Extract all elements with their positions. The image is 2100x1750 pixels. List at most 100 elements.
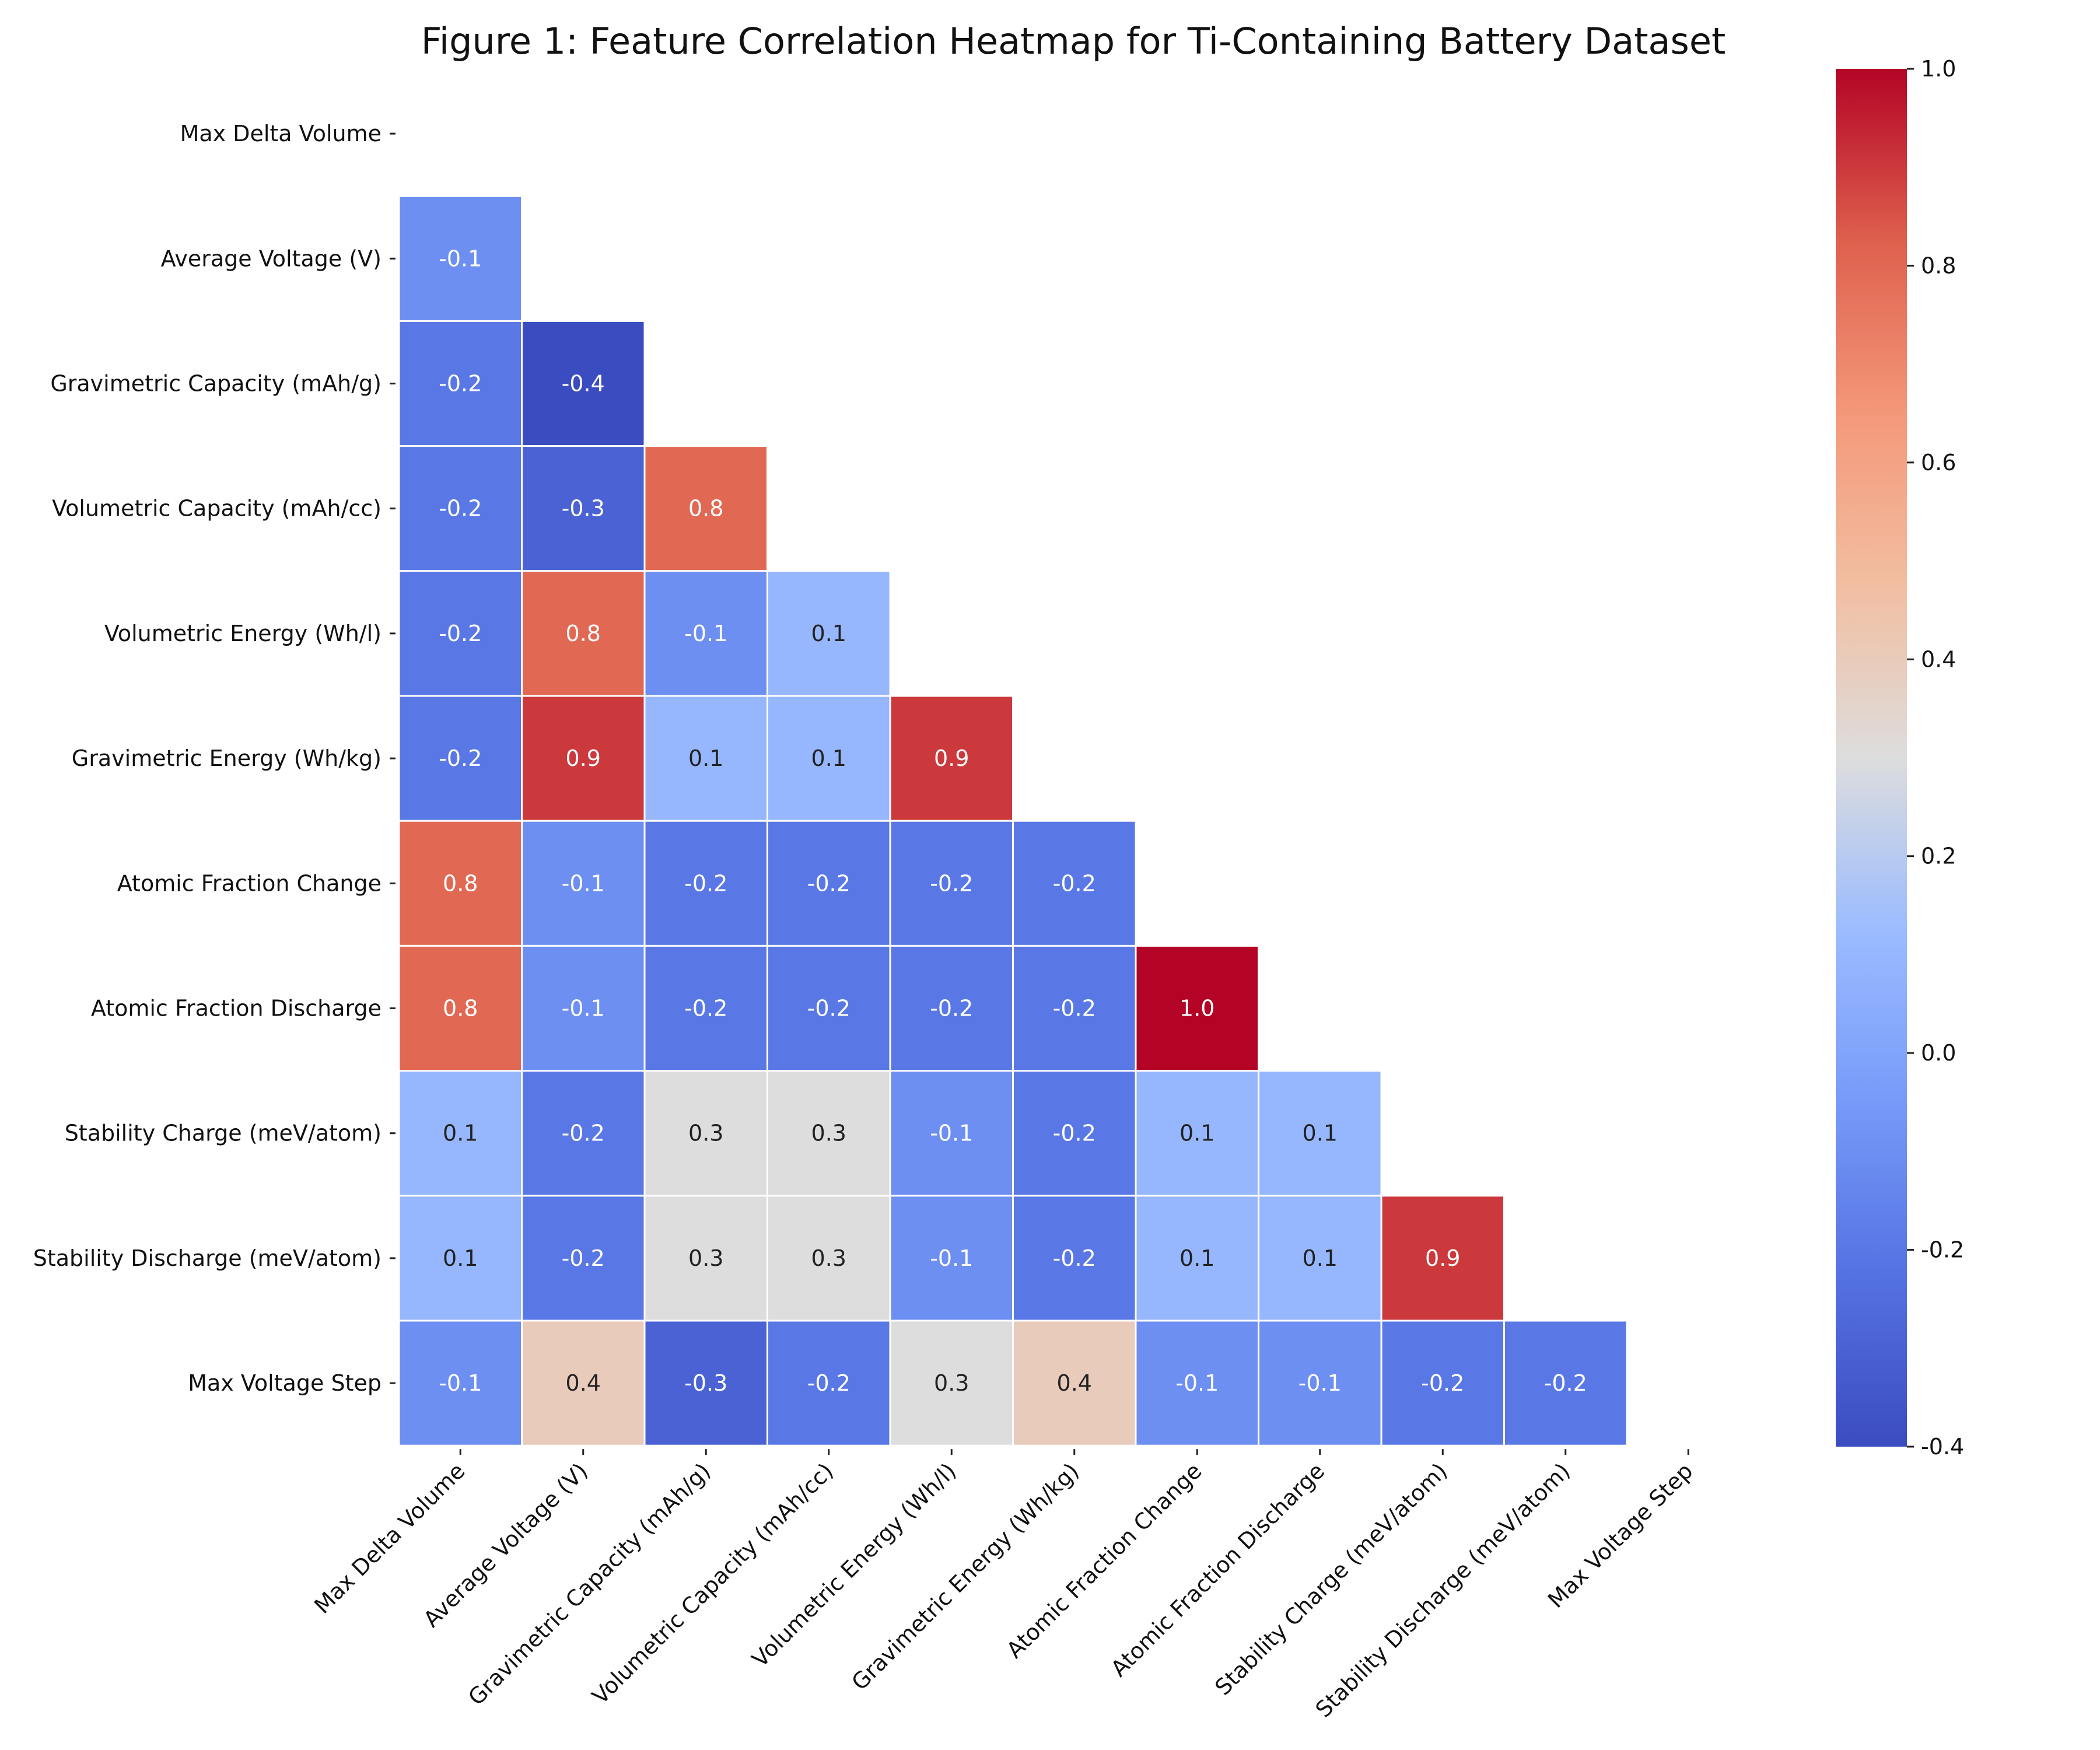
colorbar-tick-label: -0.2 (1921, 1237, 1964, 1263)
y-tick-label: Atomic Fraction Discharge (91, 996, 382, 1021)
heatmap-cell (521, 1320, 646, 1447)
cell-value-label: 0.3 (811, 1245, 846, 1271)
heatmap-cell (521, 570, 646, 697)
chart-title: Figure 1: Feature Correlation Heatmap fo… (421, 20, 1726, 62)
cell-value-label: -0.1 (1175, 1370, 1219, 1396)
heatmap-cell (766, 944, 891, 1072)
x-tick-label: Gravimetric Energy (Wh/kg) (846, 1458, 1084, 1695)
y-tick-label: Max Voltage Step (188, 1370, 382, 1396)
cell-value-label: -0.1 (684, 621, 727, 646)
cell-value-label: -0.2 (562, 1245, 605, 1271)
cell-value-label: -0.2 (807, 870, 850, 896)
heatmap-cell (521, 320, 646, 447)
heatmap-cell (1135, 1195, 1259, 1322)
cell-value-label: -0.1 (930, 1121, 973, 1146)
cell-value-label: 0.1 (443, 1245, 478, 1271)
y-tick-label: Average Voltage (V) (161, 246, 382, 271)
cell-value-label: -0.2 (1421, 1370, 1464, 1396)
cell-value-label: 0.9 (1425, 1245, 1460, 1271)
x-tick-label: Volumetric Energy (Wh/l) (747, 1458, 961, 1672)
cell-value-label: -0.1 (562, 870, 605, 896)
cell-value-label: -0.2 (1053, 870, 1096, 896)
heatmap-cell (521, 820, 646, 947)
heatmap-cell (398, 195, 523, 322)
heatmap-cell (889, 695, 1014, 822)
heatmap-cell (1380, 1195, 1505, 1322)
cell-value-label: -0.2 (439, 621, 482, 646)
heatmap-cell (1503, 1320, 1628, 1447)
y-tick-label: Max Delta Volume (180, 121, 382, 146)
cell-value-label: -0.2 (1053, 996, 1096, 1021)
heatmap-cell (766, 820, 891, 947)
y-tick-label: Gravimetric Energy (Wh/kg) (72, 746, 382, 771)
cell-value-label: 0.9 (934, 746, 969, 771)
cell-value-label: -0.1 (439, 1370, 482, 1396)
colorbar-tick-label: 1.0 (1921, 56, 1956, 82)
cell-value-label: 0.1 (1180, 1245, 1214, 1271)
cell-value-label: -0.2 (1544, 1370, 1587, 1396)
cell-value-label: -0.4 (562, 371, 605, 397)
cell-value-label: 0.8 (688, 496, 723, 522)
colorbar-gradient (1836, 69, 1907, 1447)
y-tick-label: Stability Charge (meV/atom) (65, 1121, 382, 1146)
heatmap-cell (398, 445, 523, 572)
heatmap-cell (1380, 1320, 1505, 1447)
heatmap-cell (766, 1320, 891, 1447)
cell-value-label: 0.4 (566, 1370, 601, 1396)
cell-value-label: -0.1 (439, 246, 482, 271)
heatmap-cell (398, 1320, 523, 1447)
cell-value-label: 0.8 (566, 621, 601, 646)
colorbar-tick-label: 0.0 (1921, 1040, 1956, 1066)
heatmap-cells: -0.1 -0.2 -0.4 -0.2 -0.3 0.8 -0.2 0.8 -0.1 0.1 -0.… (398, 195, 1628, 1447)
heatmap-cell (766, 570, 891, 697)
y-tick-label: Volumetric Capacity (mAh/cc) (52, 496, 382, 522)
y-tick-label: Volumetric Energy (Wh/l) (104, 621, 382, 646)
heatmap-cell (643, 445, 768, 572)
cell-value-label: -0.1 (930, 1245, 973, 1271)
cell-value-label: -0.2 (807, 996, 850, 1021)
cell-value-label: 0.1 (811, 746, 846, 771)
heatmap-cell (521, 944, 646, 1072)
cell-value-label: -0.2 (439, 371, 482, 397)
heatmap-cell (398, 820, 523, 947)
heatmap-cell (1258, 1070, 1382, 1197)
heatmap-cell (1012, 944, 1137, 1072)
cell-value-label: -0.2 (930, 870, 973, 896)
x-tick-label: Stability Discharge (meV/atom) (1311, 1458, 1575, 1722)
cell-value-label: 0.1 (1180, 1121, 1214, 1146)
cell-value-label: -0.1 (1298, 1370, 1342, 1396)
colorbar-tick-label: 0.8 (1921, 253, 1956, 278)
cell-value-label: -0.2 (562, 1121, 605, 1146)
cell-value-label: 0.3 (811, 1121, 846, 1146)
colorbar-tick-label: 0.4 (1921, 646, 1956, 672)
cell-value-label: -0.3 (684, 1370, 727, 1396)
cell-value-label: 0.3 (688, 1121, 723, 1146)
heatmap-cell (1258, 1320, 1382, 1447)
cell-value-label: -0.3 (562, 496, 605, 522)
heatmap-cell (398, 944, 523, 1072)
heatmap-cell (398, 1195, 523, 1322)
heatmap-cell (766, 1195, 891, 1322)
heatmap-cell (643, 1320, 768, 1447)
cell-value-label: -0.2 (684, 996, 727, 1021)
heatmap-cell (1135, 944, 1259, 1072)
heatmap-cell (889, 1320, 1014, 1447)
heatmap-cell (398, 320, 523, 447)
cell-value-label: 0.1 (443, 1121, 478, 1146)
cell-value-label: -0.2 (684, 870, 727, 896)
cell-value-label: 0.8 (443, 870, 478, 896)
cell-value-label: 0.4 (1057, 1370, 1092, 1396)
x-tick-label: Atomic Fraction Change (1002, 1458, 1207, 1663)
cell-value-label: -0.2 (439, 746, 482, 771)
cell-value-label: 0.1 (811, 621, 846, 646)
y-tick-label: Stability Discharge (meV/atom) (33, 1245, 382, 1271)
x-tick-label: Gravimetric Capacity (mAh/g) (463, 1458, 716, 1710)
cell-value-label: 0.8 (443, 996, 478, 1021)
cell-value-label: 0.3 (688, 1245, 723, 1271)
heatmap-cell (1012, 1195, 1137, 1322)
cell-value-label: 1.0 (1180, 996, 1214, 1021)
heatmap-cell (1012, 1320, 1137, 1447)
colorbar-tick-label: 0.2 (1921, 844, 1956, 869)
